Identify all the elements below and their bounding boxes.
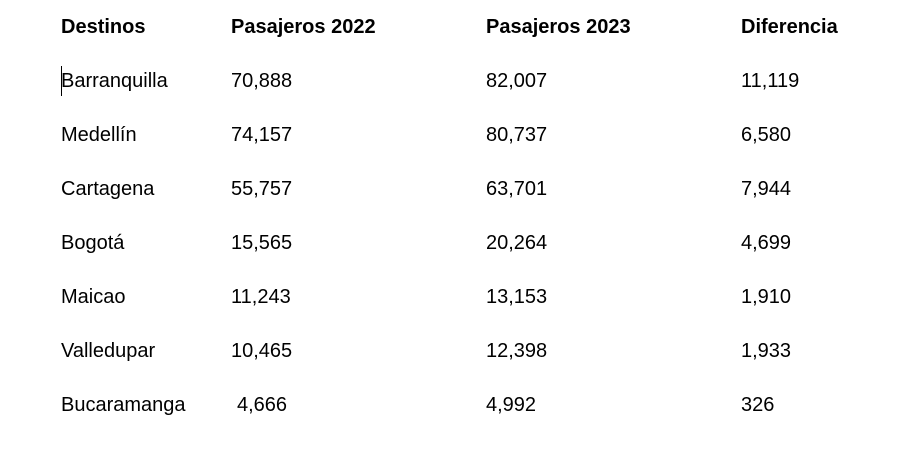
header-cell: Pasajeros 2022 xyxy=(231,16,376,38)
table-cell: 11,119 xyxy=(741,70,800,92)
table-cell: 55,757 xyxy=(231,178,293,200)
table-cell: 11,243 xyxy=(231,286,291,308)
table-cell: 4,666 xyxy=(237,394,288,416)
table-cell: 13,153 xyxy=(486,286,548,308)
table-cell: 326 xyxy=(741,394,775,416)
table-cell: 10,465 xyxy=(231,340,293,362)
table-cell: Cartagena xyxy=(61,178,155,200)
table-cell: 63,701 xyxy=(486,178,548,200)
table-cell: 1,933 xyxy=(741,340,792,362)
header-cell: Pasajeros 2023 xyxy=(486,16,631,38)
table-cell: 80,737 xyxy=(486,124,548,146)
table-cell: 70,888 xyxy=(231,70,293,92)
header-cell: Diferencia xyxy=(741,16,838,38)
table-cell: Bucaramanga xyxy=(61,394,186,416)
table-cell: 20,264 xyxy=(486,232,548,254)
table-cell: Valledupar xyxy=(61,340,156,362)
table-cell: Medellín xyxy=(61,124,137,146)
table-cell: 6,580 xyxy=(741,124,792,146)
table-cell: 7,944 xyxy=(741,178,792,200)
text-cursor xyxy=(61,66,62,96)
table-cell: 74,157 xyxy=(231,124,293,146)
header-cell: Destinos xyxy=(61,16,146,38)
table-cell: Barranquilla xyxy=(61,70,168,92)
table-cell: 82,007 xyxy=(486,70,548,92)
table-cell: 4,699 xyxy=(741,232,792,254)
table-cell: 1,910 xyxy=(741,286,792,308)
table-cell: 15,565 xyxy=(231,232,293,254)
table-cell: 12,398 xyxy=(486,340,548,362)
table-cell: Bogotá xyxy=(61,232,125,254)
table-cell: 4,992 xyxy=(486,394,537,416)
table-cell: Maicao xyxy=(61,286,126,308)
